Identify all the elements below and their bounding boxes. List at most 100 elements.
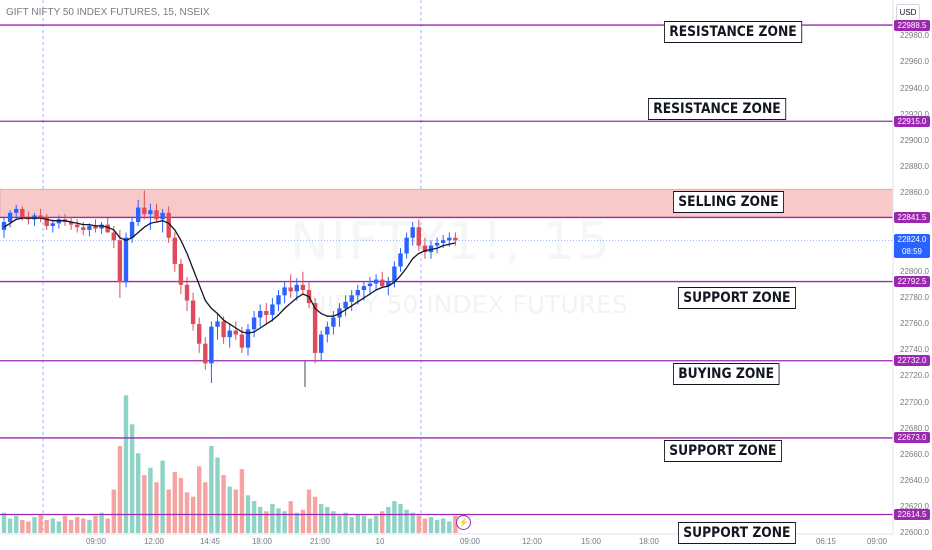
volume-bar — [221, 475, 226, 533]
time-tick-label: 18:00 — [638, 537, 660, 546]
volume-bar — [81, 518, 86, 533]
candle-body — [129, 222, 135, 238]
candle-body — [160, 212, 165, 220]
candle-body — [428, 245, 434, 253]
volume-bar — [386, 506, 391, 533]
volume-bar — [447, 521, 452, 533]
candle — [239, 326, 245, 353]
candle — [142, 190, 147, 220]
candle-body — [251, 317, 257, 330]
volume-bar — [294, 512, 299, 533]
candle — [136, 199, 141, 226]
lightning-icon[interactable]: ⚡ — [456, 515, 471, 530]
candle-body — [190, 300, 196, 325]
moving-average-line — [3, 217, 456, 334]
candle — [44, 214, 49, 230]
candle-body — [197, 324, 202, 344]
candle — [349, 290, 354, 311]
grid-layer — [0, 0, 893, 534]
candle-body — [355, 290, 360, 296]
candle — [294, 278, 299, 301]
candle-body — [331, 317, 336, 327]
price-tick-label: 22860.0 — [900, 188, 929, 198]
candle-body — [319, 334, 324, 353]
volume-bar — [404, 509, 409, 533]
candle-body — [1, 222, 7, 230]
candle — [343, 295, 348, 317]
volume-bar — [172, 472, 177, 533]
candle — [398, 248, 403, 272]
candle-body — [264, 310, 269, 315]
volume-bar — [361, 515, 367, 533]
candle-body — [270, 304, 275, 315]
candle-body — [14, 208, 19, 213]
volume-bar — [129, 424, 135, 533]
level-price-tag: 22673.0 — [894, 432, 930, 444]
volume-bar — [282, 511, 287, 533]
volume-bar — [258, 506, 263, 533]
candle — [117, 229, 123, 298]
volume-bar — [26, 521, 31, 533]
candle — [300, 271, 306, 296]
symbol-title[interactable]: GIFT NIFTY 50 INDEX FUTURES, 15, NSEIX — [6, 7, 210, 18]
candle — [1, 216, 7, 238]
volume-bar — [337, 515, 342, 533]
volume-bar — [416, 515, 421, 533]
candle — [68, 216, 74, 230]
candle — [276, 290, 281, 311]
time-tick-label: 06:15 — [815, 537, 837, 546]
volume-bar — [398, 504, 403, 533]
watermark-description: NIFTY 50 INDEX FUTURES — [308, 290, 628, 319]
volume-bar — [288, 501, 293, 533]
candle-body — [136, 207, 141, 222]
volume-bar — [136, 453, 141, 533]
candle — [7, 210, 13, 228]
currency-button[interactable]: USD — [896, 4, 920, 21]
candle — [392, 261, 397, 288]
volume-bar — [203, 482, 208, 533]
price-tick-label: 22960.0 — [900, 57, 929, 67]
candle — [197, 317, 202, 353]
candle-body — [312, 303, 318, 353]
candle-body — [203, 343, 208, 364]
candle-body — [361, 286, 367, 291]
ma-layer — [3, 217, 456, 334]
volume-bar — [142, 475, 147, 533]
volume-bar — [56, 521, 62, 533]
price-tick-label: 22880.0 — [900, 162, 929, 172]
volume-bar — [239, 469, 245, 533]
volume-bar — [87, 519, 92, 533]
volume-bar — [215, 457, 220, 533]
volume-bar — [62, 515, 68, 533]
volume-bar — [50, 518, 55, 533]
volume-bar — [44, 519, 49, 533]
candle-body — [184, 284, 190, 301]
volume-bar — [276, 508, 281, 533]
volume-bar — [367, 518, 373, 533]
volume-bar — [306, 489, 312, 533]
candle — [422, 237, 428, 259]
volume-bar — [111, 489, 116, 533]
volume-bar — [75, 517, 80, 533]
zone-annotation-label: SUPPORT ZONE — [664, 440, 782, 462]
zone-annotation-label: BUYING ZONE — [673, 362, 780, 385]
time-tick-label: 10 — [375, 537, 385, 546]
candle-body — [50, 223, 55, 226]
candle — [32, 212, 37, 226]
candle-body — [38, 215, 43, 219]
price-tick-label: 22660.0 — [900, 449, 929, 459]
volume-bar — [349, 517, 354, 533]
volume-bar — [300, 509, 306, 533]
candle — [99, 222, 104, 234]
candle — [215, 313, 220, 340]
volume-bar — [227, 486, 232, 533]
volume-bar — [32, 517, 37, 533]
candle — [203, 337, 208, 370]
volume-bar — [373, 515, 379, 533]
candle-body — [215, 321, 220, 327]
price-tick-label: 22700.0 — [900, 397, 929, 407]
time-tick-label: 09:00 — [866, 537, 888, 546]
volume-bar — [160, 460, 165, 533]
bar-countdown: 08:59 — [901, 247, 923, 256]
